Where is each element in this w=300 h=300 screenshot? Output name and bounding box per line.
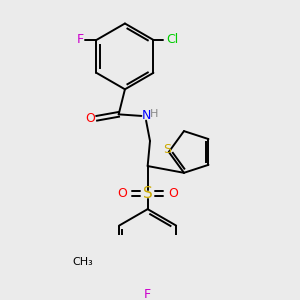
- Text: O: O: [169, 187, 178, 200]
- Text: F: F: [144, 288, 151, 300]
- Text: CH₃: CH₃: [73, 257, 93, 267]
- Text: O: O: [117, 187, 127, 200]
- Text: Cl: Cl: [166, 33, 178, 46]
- Text: S: S: [163, 143, 171, 156]
- Text: H: H: [150, 109, 158, 118]
- Text: S: S: [143, 186, 152, 201]
- Text: N: N: [141, 110, 151, 122]
- Text: F: F: [77, 33, 84, 46]
- Text: O: O: [85, 112, 94, 125]
